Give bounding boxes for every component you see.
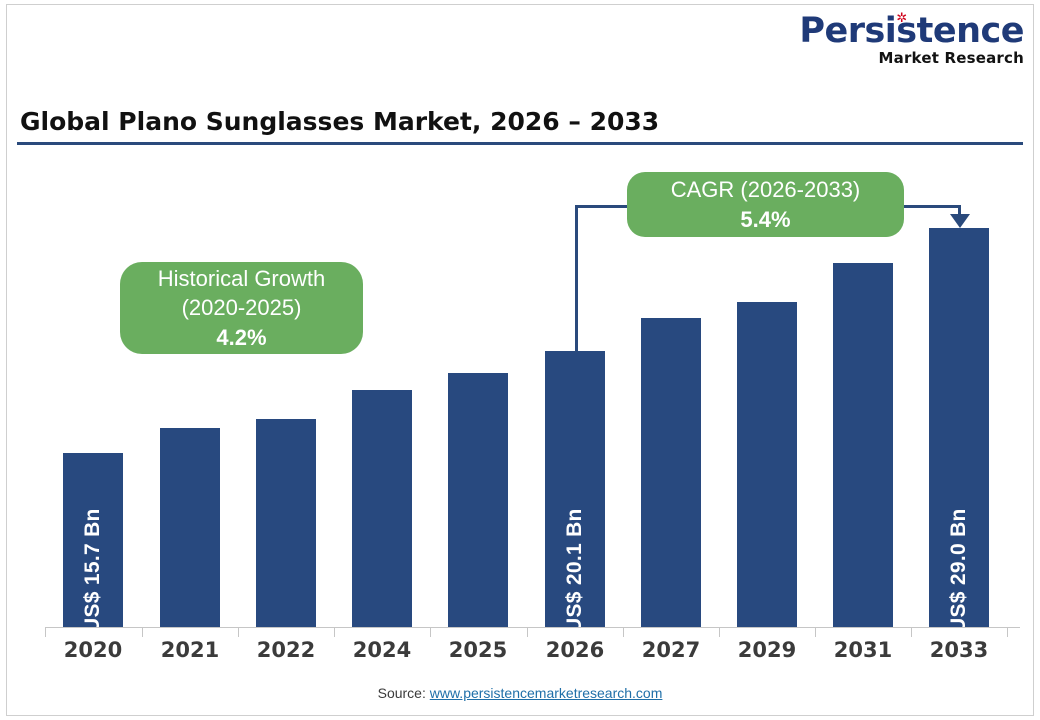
bar-2029 (737, 302, 797, 627)
x-tick-2022 (238, 627, 239, 637)
bar-2024 (352, 390, 412, 627)
historical-growth-callout: Historical Growth (2020-2025) 4.2% (120, 262, 363, 354)
cagr-connector-vertical-left (575, 205, 578, 353)
source-link[interactable]: www.persistencemarketresearch.com (429, 685, 663, 701)
cagr-connector-horizontal-left (575, 205, 645, 208)
x-tick-2020 (45, 627, 46, 637)
x-tick-2027 (623, 627, 624, 637)
bar-2020 (63, 453, 123, 627)
x-tick-2021 (142, 627, 143, 637)
historical-growth-line1: Historical Growth (157, 266, 326, 292)
x-tick-2031 (815, 627, 816, 637)
bar-2022 (256, 419, 316, 627)
x-label-2027: 2027 (641, 638, 701, 662)
x-label-2033: 2033 (929, 638, 989, 662)
x-tick-2025 (430, 627, 431, 637)
logo-tagline: Market Research (878, 49, 1024, 67)
title-divider (17, 142, 1023, 145)
x-label-2022: 2022 (256, 638, 316, 662)
x-tick-2033 (911, 627, 912, 637)
cagr-line1: CAGR (2026-2033) (670, 177, 861, 203)
x-tick-end (1007, 627, 1008, 637)
x-tick-2029 (719, 627, 720, 637)
x-label-2021: 2021 (160, 638, 220, 662)
company-logo: Persistence ✲ Market Research (799, 11, 1024, 67)
logo-wordmark-text: Persistence (799, 11, 1024, 51)
historical-growth-line2: (2020-2025) (181, 295, 302, 321)
bar-value-label-2033: US$ 29.0 Bn (947, 508, 970, 633)
x-label-2024: 2024 (352, 638, 412, 662)
cagr-connector-horizontal-right (888, 205, 961, 208)
bar-2025 (448, 373, 508, 627)
logo-asterisk-icon: ✲ (896, 11, 907, 26)
cagr-value: 5.4% (740, 206, 791, 232)
x-axis-line (45, 627, 1020, 628)
cagr-connector-arrowhead-icon (950, 214, 970, 228)
bar-value-label-2020: US$ 15.7 Bn (81, 508, 104, 633)
bar-value-label-2026: US$ 20.1 Bn (563, 508, 586, 633)
bar-2027 (641, 318, 701, 627)
x-label-2026: 2026 (545, 638, 605, 662)
bar-2021 (160, 428, 220, 627)
bar-2031 (833, 263, 893, 627)
bar-2033 (929, 228, 989, 627)
cagr-callout: CAGR (2026-2033) 5.4% (627, 172, 904, 237)
x-label-2025: 2025 (448, 638, 508, 662)
x-label-2020: 2020 (63, 638, 123, 662)
cagr-connector-vertical-right (958, 205, 961, 217)
bar-2026 (545, 351, 605, 627)
source-note: Source: www.persistencemarketresearch.co… (0, 685, 1040, 701)
historical-growth-value: 4.2% (216, 324, 267, 350)
x-tick-2024 (334, 627, 335, 637)
logo-wordmark: Persistence ✲ (799, 11, 1024, 51)
x-label-2029: 2029 (737, 638, 797, 662)
source-label: Source: (377, 685, 426, 701)
x-label-2031: 2031 (833, 638, 893, 662)
x-tick-2026 (527, 627, 528, 637)
page-title: Global Plano Sunglasses Market, 2026 – 2… (20, 107, 660, 136)
